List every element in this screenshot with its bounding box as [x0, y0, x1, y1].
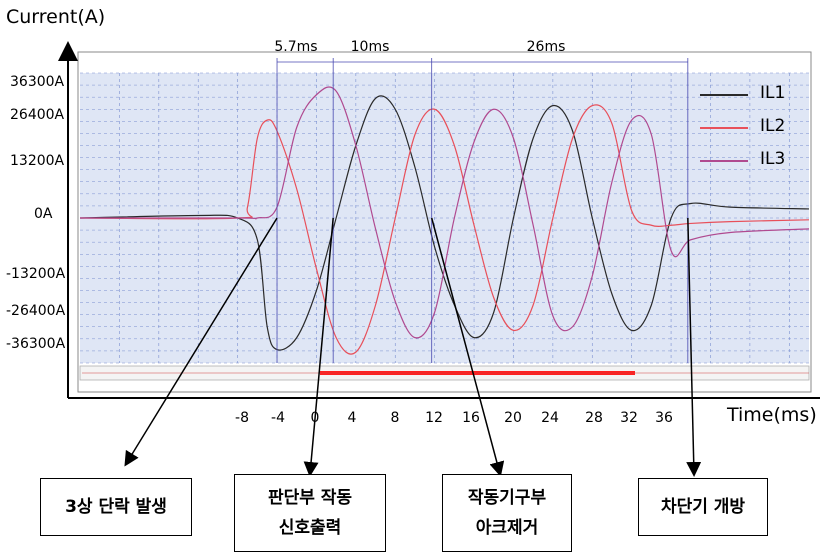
x-tick-label: -4 [271, 410, 285, 426]
y-axis-title: Current(A) [6, 6, 106, 28]
annotation-arrow [430, 217, 505, 477]
x-tick-label: 12 [425, 410, 443, 426]
series-line-il2 [80, 104, 809, 355]
annotation-arrow [124, 217, 278, 467]
x-tick-label: -8 [235, 410, 249, 426]
x-tick-label: 4 [347, 410, 357, 426]
y-tick-label: 13200A [10, 153, 65, 169]
interval-label: 10ms [350, 39, 390, 55]
annotation-arc-extinction: 작동기구부 아크제거 [442, 474, 572, 552]
x-tick-label: 28 [585, 410, 603, 426]
y-tick-label: 0A [34, 206, 53, 222]
x-tick-label: 16 [462, 410, 480, 426]
y-tick-label: 36300A [10, 74, 65, 90]
y-tick-label: -13200A [6, 266, 66, 282]
interval-label: 26ms [526, 39, 566, 55]
annotation-arrows [124, 217, 702, 477]
x-tick-label: 32 [620, 410, 638, 426]
series-line-il3 [80, 86, 809, 339]
legend-label-il3: IL3 [760, 149, 786, 169]
annotation-arrow [303, 217, 334, 477]
y-tick-label: -26400A [6, 303, 66, 319]
interval-label: 5.7ms [274, 39, 318, 55]
interval-markers [276, 58, 689, 363]
x-axis-title: Time(ms) [727, 404, 817, 426]
annotation-breaker-open: 차단기 개방 [638, 478, 768, 536]
x-tick-label: 20 [504, 410, 522, 426]
y-tick-label: -36300A [6, 336, 66, 352]
legend-label-il1: IL1 [760, 83, 786, 103]
y-tick-label: 26400A [10, 107, 65, 123]
x-tick-label: 24 [541, 410, 559, 426]
annotation-arrow [686, 217, 702, 477]
annotation-fault: 3상 단락 발생 [40, 478, 192, 536]
annotation-relay-signal: 판단부 작동 신호출력 [234, 474, 386, 552]
x-tick-label: 0 [310, 410, 320, 426]
legend-label-il2: IL2 [760, 116, 786, 136]
x-tick-label: 8 [390, 410, 400, 426]
x-tick-label: 36 [655, 410, 673, 426]
